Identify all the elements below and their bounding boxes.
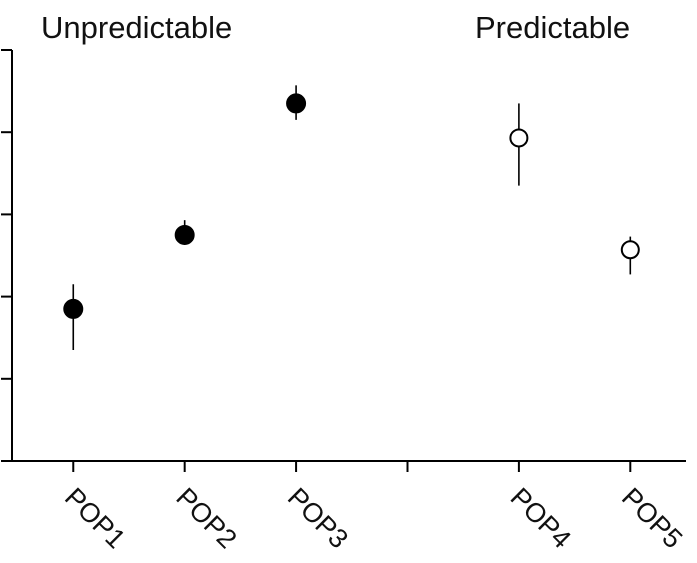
data-points xyxy=(63,93,640,319)
point-pop1 xyxy=(63,298,84,319)
point-pop5 xyxy=(620,240,640,260)
x-tick-labels: POP1 POP2 POP3 POP4 POP5 xyxy=(59,482,688,554)
point-pop3 xyxy=(286,93,307,114)
x-tick-label-pop1: POP1 xyxy=(59,482,131,554)
y-ticks xyxy=(1,49,12,462)
axes xyxy=(11,50,686,462)
x-tick-label-pop2: POP2 xyxy=(170,482,242,554)
x-tick-label-pop3: POP3 xyxy=(282,482,354,554)
x-ticks xyxy=(72,461,632,472)
error-bars xyxy=(72,85,632,351)
point-pop2 xyxy=(174,224,195,245)
x-tick-label-pop5: POP5 xyxy=(616,482,688,554)
x-tick-label-pop4: POP4 xyxy=(505,482,577,554)
point-pop4 xyxy=(509,128,529,148)
group-label-predictable: Predictable xyxy=(475,10,630,45)
group-label-unpredictable: Unpredictable xyxy=(41,10,232,45)
